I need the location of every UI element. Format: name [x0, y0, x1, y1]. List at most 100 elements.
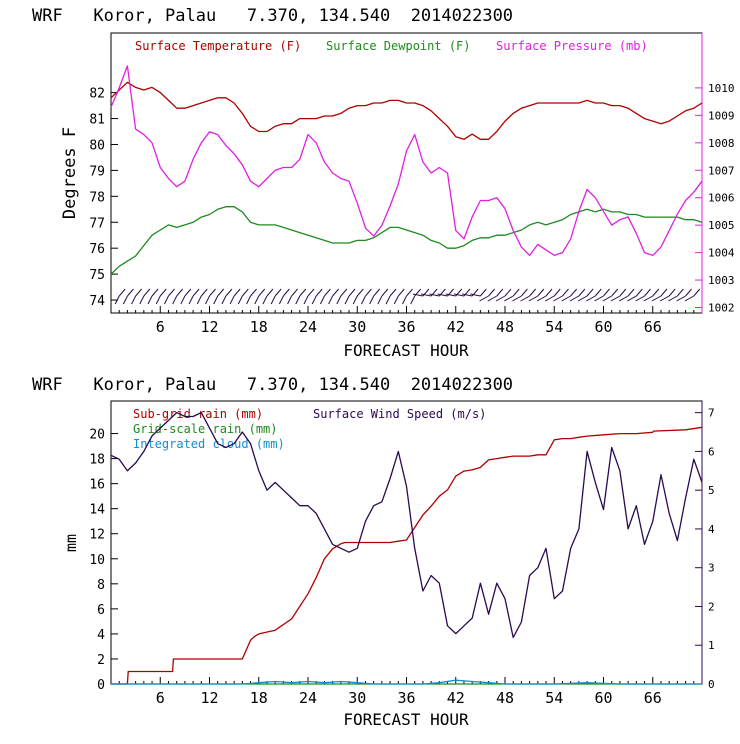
y-tick-label: 16 [89, 478, 105, 493]
wind-barb-flag [200, 288, 208, 297]
wind-barb [180, 295, 186, 305]
x-tick-label: 42 [447, 689, 465, 707]
wind-barb-flag [545, 288, 553, 297]
wind-barb-flag [282, 288, 290, 297]
wind-barb-flag [635, 288, 643, 297]
wind-barb [172, 295, 178, 305]
wind-barb-flag [676, 288, 684, 297]
wind-barb-flag [176, 288, 184, 297]
x-tick-label: 12 [200, 318, 218, 336]
wind-barb [553, 295, 563, 302]
wind-barb [221, 295, 227, 305]
y-tick-label: 20 [89, 428, 105, 443]
wind-barb [311, 295, 317, 305]
x-tick-label: 6 [156, 689, 165, 707]
wind-barb-flag [627, 288, 635, 297]
legend-wind-speed: Surface Wind Speed (m/s) [313, 407, 486, 421]
wind-barb [437, 293, 448, 297]
wind-barb-flag [521, 288, 528, 297]
wind-barb [319, 295, 325, 305]
wind-barb-flag [611, 288, 619, 297]
wind-barb [618, 295, 629, 302]
y-tick-label: 79 [89, 164, 105, 179]
wind-barb [412, 293, 424, 297]
y-tick-label: 6 [97, 603, 105, 618]
y2-tick-label: 1004 [708, 247, 735, 260]
wind-barb [213, 295, 219, 305]
wind-barb-flag [537, 288, 545, 297]
wind-barb-flag [381, 288, 389, 297]
wind-barb [651, 295, 662, 302]
x-tick-label: 18 [250, 318, 268, 336]
top-x-ticks: 6 12 18 24 30 36 42 48 54 60 66 [118, 306, 695, 336]
wind-barb-flag [578, 288, 586, 297]
wind-barb-flag [603, 288, 610, 297]
wind-barb [643, 295, 653, 302]
series-line-surface-dewpoint-f [110, 206, 703, 275]
wind-barb-flag [389, 288, 397, 297]
wind-barb [429, 293, 440, 297]
wind-barb [479, 295, 489, 302]
wind-barb [676, 295, 686, 302]
x-tick-label: 54 [545, 318, 563, 336]
bottom-panel: WRF Koror, Palau 7.370, 134.540 20140223… [32, 375, 715, 729]
wind-barb-flag [488, 288, 495, 297]
wind-barb [361, 295, 366, 305]
wind-barb-flag [291, 288, 298, 297]
wind-barb [503, 295, 514, 302]
y2-tick-label: 7 [708, 407, 715, 420]
y2-tick-label: 1007 [708, 164, 735, 177]
wind-barb-flag [315, 288, 323, 297]
wind-barb-flag [644, 288, 651, 297]
wind-barb [369, 295, 375, 305]
wind-barb-flag [668, 288, 676, 297]
wind-barb [561, 295, 571, 302]
wind-barb [196, 295, 202, 305]
wind-barb-flag [619, 288, 627, 297]
wind-barb [627, 295, 637, 302]
y-tick-label: 18 [89, 453, 105, 468]
wind-barb-flag [127, 288, 134, 297]
y-tick-label: 82 [89, 87, 105, 102]
top-panel: WRF Koror, Palau 7.370, 134.540 20140223… [32, 6, 735, 360]
x-tick-label: 36 [397, 689, 415, 707]
wind-barb [545, 295, 555, 302]
wind-barb [295, 295, 301, 305]
wind-barb [536, 295, 547, 302]
wind-barb-flag [274, 288, 282, 297]
wind-barbs [114, 288, 701, 305]
wind-barb [528, 295, 539, 302]
wind-barb [635, 295, 645, 302]
x-tick-label: 48 [496, 318, 514, 336]
wind-barb-flag [365, 288, 372, 297]
series-line-surface-temperature-f [110, 81, 703, 140]
wind-barb [610, 295, 621, 302]
series-line-integrated-cloud-mm [111, 679, 702, 685]
y2-tick-label: 0 [708, 678, 715, 691]
wind-barb-flag [693, 288, 701, 297]
y-tick-label: 76 [89, 242, 105, 257]
wind-barb [262, 295, 268, 305]
y2-tick-label: 5 [708, 484, 715, 497]
y-tick-label: 74 [89, 294, 105, 309]
top-legend: Surface Temperature (F) Surface Dewpoint… [135, 39, 648, 53]
wind-barb [402, 295, 407, 305]
bottom-x-axis-label: FORECAST HOUR [343, 710, 469, 729]
x-tick-label: 24 [299, 318, 317, 336]
wind-barb-flag [192, 288, 200, 297]
x-tick-label: 54 [545, 689, 563, 707]
wind-barb [594, 295, 604, 302]
bottom-series [110, 411, 703, 685]
y2-tick-label: 1 [708, 639, 715, 652]
x-tick-label: 36 [397, 318, 415, 336]
x-tick-label: 18 [250, 689, 268, 707]
x-tick-label: 60 [594, 318, 612, 336]
bottom-x-ticks: 6 12 18 24 30 36 42 48 54 60 66 [118, 677, 695, 707]
wind-barb-flag [340, 288, 348, 297]
wind-barb [586, 295, 596, 302]
y-tick-label: 78 [89, 190, 105, 205]
wind-barb [270, 295, 276, 305]
wind-barb-flag [217, 288, 225, 297]
y2-tick-label: 1009 [708, 109, 735, 122]
